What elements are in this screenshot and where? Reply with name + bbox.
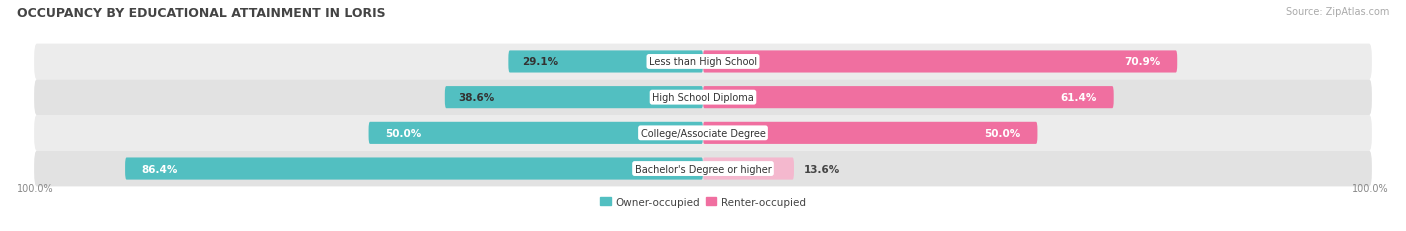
Text: 86.4%: 86.4% — [142, 164, 179, 174]
FancyBboxPatch shape — [125, 158, 703, 180]
Text: Bachelor's Degree or higher: Bachelor's Degree or higher — [634, 164, 772, 174]
FancyBboxPatch shape — [509, 51, 703, 73]
Legend: Owner-occupied, Renter-occupied: Owner-occupied, Renter-occupied — [596, 193, 810, 211]
Text: 70.9%: 70.9% — [1125, 57, 1160, 67]
FancyBboxPatch shape — [703, 158, 794, 180]
FancyBboxPatch shape — [703, 51, 1177, 73]
FancyBboxPatch shape — [703, 87, 1114, 109]
FancyBboxPatch shape — [444, 87, 703, 109]
FancyBboxPatch shape — [34, 151, 1372, 187]
FancyBboxPatch shape — [34, 80, 1372, 116]
Text: 13.6%: 13.6% — [804, 164, 841, 174]
Text: 50.0%: 50.0% — [984, 128, 1021, 138]
Text: 100.0%: 100.0% — [1353, 183, 1389, 193]
Text: 38.6%: 38.6% — [458, 93, 495, 103]
Text: High School Diploma: High School Diploma — [652, 93, 754, 103]
Text: 50.0%: 50.0% — [385, 128, 422, 138]
Text: College/Associate Degree: College/Associate Degree — [641, 128, 765, 138]
Text: OCCUPANCY BY EDUCATIONAL ATTAINMENT IN LORIS: OCCUPANCY BY EDUCATIONAL ATTAINMENT IN L… — [17, 7, 385, 20]
FancyBboxPatch shape — [368, 122, 703, 144]
Text: 61.4%: 61.4% — [1060, 93, 1097, 103]
Text: 29.1%: 29.1% — [522, 57, 558, 67]
Text: Less than High School: Less than High School — [650, 57, 756, 67]
Text: 100.0%: 100.0% — [17, 183, 53, 193]
FancyBboxPatch shape — [34, 44, 1372, 80]
FancyBboxPatch shape — [703, 122, 1038, 144]
FancyBboxPatch shape — [34, 116, 1372, 151]
Text: Source: ZipAtlas.com: Source: ZipAtlas.com — [1285, 7, 1389, 17]
